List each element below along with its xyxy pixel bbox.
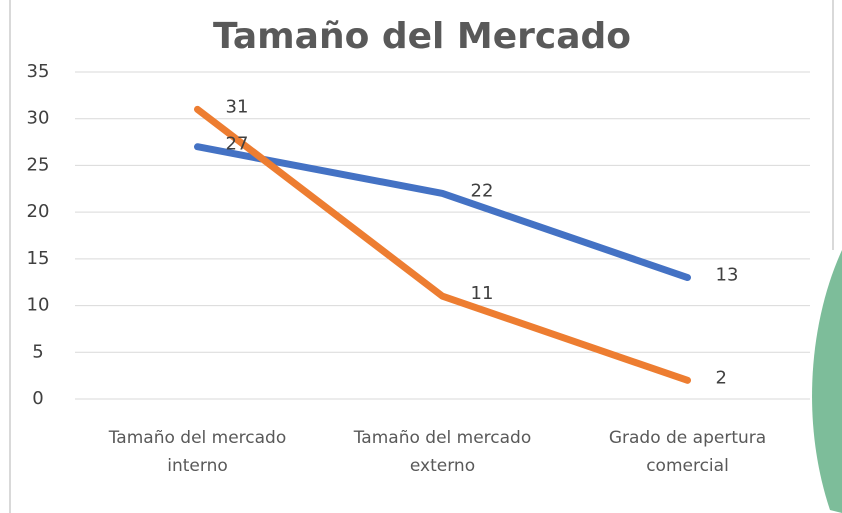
data-label: 27 — [226, 134, 249, 155]
data-label: 22 — [471, 180, 494, 201]
series-line — [198, 109, 688, 380]
y-tick-label: 0 — [32, 388, 43, 409]
y-tick-label: 25 — [27, 154, 50, 175]
page: Tamaño del Mercado 0 5 10 15 20 25 30 35 27 22 13 3… — [0, 0, 842, 513]
y-tick-label: 5 — [32, 341, 43, 362]
data-label: 31 — [226, 96, 249, 117]
y-tick-label: 10 — [27, 295, 50, 316]
y-tick-label: 20 — [27, 201, 50, 222]
x-tick-label: Grado de apertura comercial — [568, 424, 808, 480]
decoration — [812, 250, 842, 513]
y-tick-label: 15 — [27, 248, 50, 269]
data-label: 13 — [716, 265, 739, 286]
data-label: 11 — [471, 283, 494, 304]
chart-title: Tamaño del Mercado — [213, 16, 631, 57]
y-tick-label: 35 — [27, 61, 50, 82]
data-label: 2 — [716, 367, 727, 388]
x-tick-label: Tamaño del mercado externo — [323, 424, 563, 480]
x-tick-label: Tamaño del mercado interno — [78, 424, 318, 480]
y-tick-label: 30 — [27, 108, 50, 129]
